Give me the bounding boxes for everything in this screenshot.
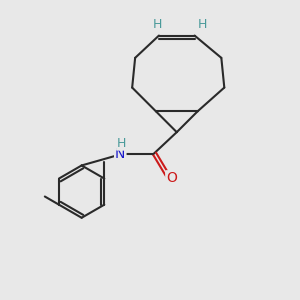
Text: H: H (153, 18, 162, 31)
Text: N: N (115, 148, 125, 161)
Text: H: H (197, 18, 207, 31)
Text: O: O (166, 171, 177, 185)
Text: H: H (117, 137, 127, 150)
